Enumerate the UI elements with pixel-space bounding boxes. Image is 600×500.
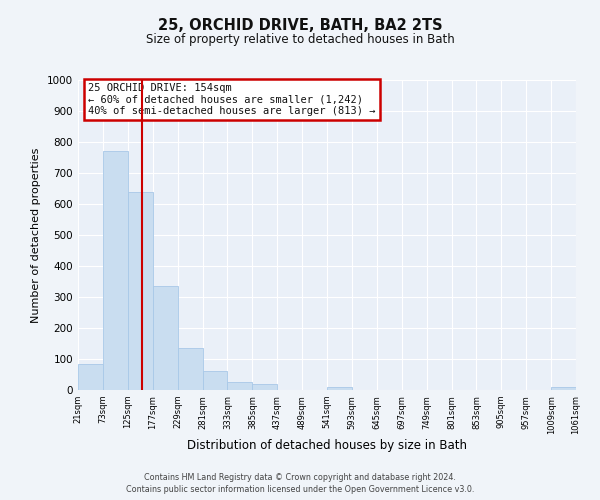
Text: 25 ORCHID DRIVE: 154sqm
← 60% of detached houses are smaller (1,242)
40% of semi: 25 ORCHID DRIVE: 154sqm ← 60% of detache…: [88, 83, 376, 116]
Y-axis label: Number of detached properties: Number of detached properties: [31, 148, 41, 322]
Bar: [78, 364, 103, 390]
Bar: [103, 152, 128, 390]
Text: Contains HM Land Registry data © Crown copyright and database right 2024.: Contains HM Land Registry data © Crown c…: [144, 472, 456, 482]
Bar: [551, 387, 576, 390]
Bar: [128, 192, 153, 390]
Bar: [327, 387, 352, 390]
Bar: [152, 286, 178, 390]
Bar: [253, 384, 277, 390]
Bar: [227, 382, 253, 390]
Text: Size of property relative to detached houses in Bath: Size of property relative to detached ho…: [146, 32, 454, 46]
Text: 25, ORCHID DRIVE, BATH, BA2 2TS: 25, ORCHID DRIVE, BATH, BA2 2TS: [158, 18, 442, 32]
Bar: [178, 348, 203, 390]
Bar: [203, 372, 227, 390]
Text: Contains public sector information licensed under the Open Government Licence v3: Contains public sector information licen…: [126, 485, 474, 494]
X-axis label: Distribution of detached houses by size in Bath: Distribution of detached houses by size …: [187, 440, 467, 452]
